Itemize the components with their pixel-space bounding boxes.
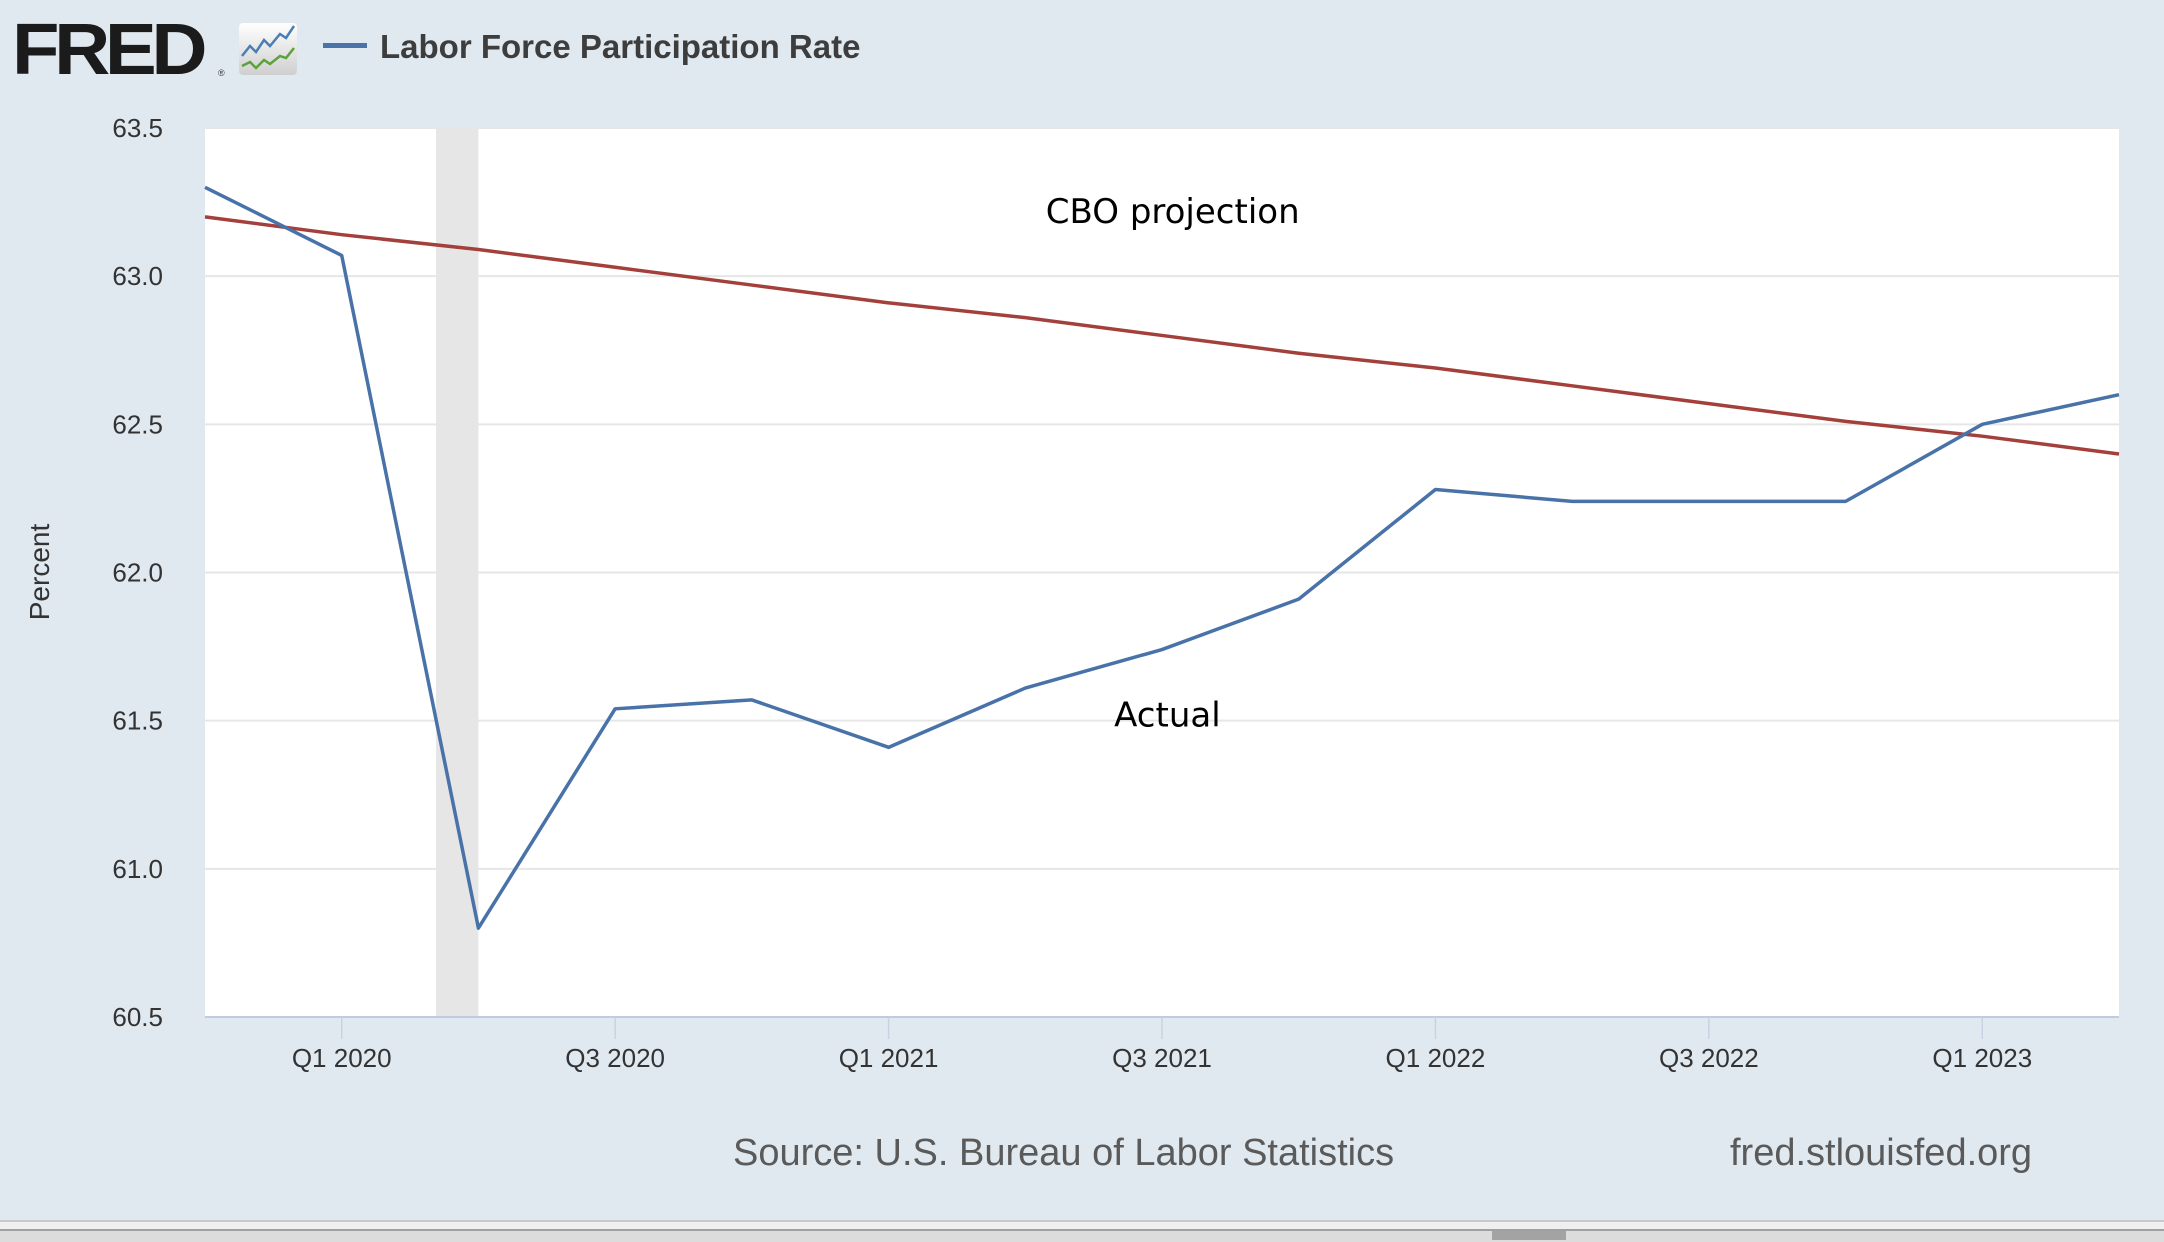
line-chart-icon <box>239 23 297 75</box>
source-note: Source: U.S. Bureau of Labor Statistics <box>733 1132 1395 1174</box>
y-tick-label: 62.5 <box>112 409 163 439</box>
y-tick-label: 63.5 <box>112 113 163 143</box>
y-axis: 60.5 61.0 61.5 62.0 62.5 63.0 63.5 <box>112 113 163 1032</box>
legend-series-label: Labor Force Participation Rate <box>380 28 861 65</box>
source-url[interactable]: fred.stlouisfed.org <box>1730 1132 2033 1174</box>
x-tick-label: Q3 2020 <box>565 1043 665 1073</box>
toolbar-button[interactable] <box>1492 1231 1566 1240</box>
y-tick-label: 60.5 <box>112 1002 163 1032</box>
x-tick-label: Q1 2023 <box>1932 1043 2032 1073</box>
y-tick-label: 61.5 <box>112 706 163 736</box>
x-tick-label: Q1 2022 <box>1386 1043 1486 1073</box>
series-line-actual <box>204 185 2120 930</box>
series-layer <box>204 185 2120 930</box>
annotation-label: Actual <box>1114 696 1221 736</box>
x-axis: Q1 2020 Q3 2020 Q1 2021 Q3 2021 Q1 2022 Q3 20… <box>292 1017 2032 1073</box>
annotation-label: CBO projection <box>1046 192 1300 232</box>
x-tick-label: Q1 2021 <box>839 1043 939 1073</box>
x-tick-label: Q1 2020 <box>292 1043 392 1073</box>
x-tick-label: Q3 2021 <box>1112 1043 1212 1073</box>
registered-mark: ® <box>218 68 225 78</box>
x-tick-label: Q3 2022 <box>1659 1043 1759 1073</box>
annotation-layer: CBO projection Actual <box>1046 192 1300 736</box>
series-line-cbo-projection <box>204 215 2120 456</box>
y-tick-label: 61.0 <box>112 854 163 884</box>
y-tick-label: 63.0 <box>112 261 163 291</box>
legend-swatch <box>323 43 367 48</box>
bottom-toolbar <box>0 1229 2164 1242</box>
fred-logo: FRED <box>12 10 207 90</box>
y-tick-label: 62.0 <box>112 558 163 588</box>
